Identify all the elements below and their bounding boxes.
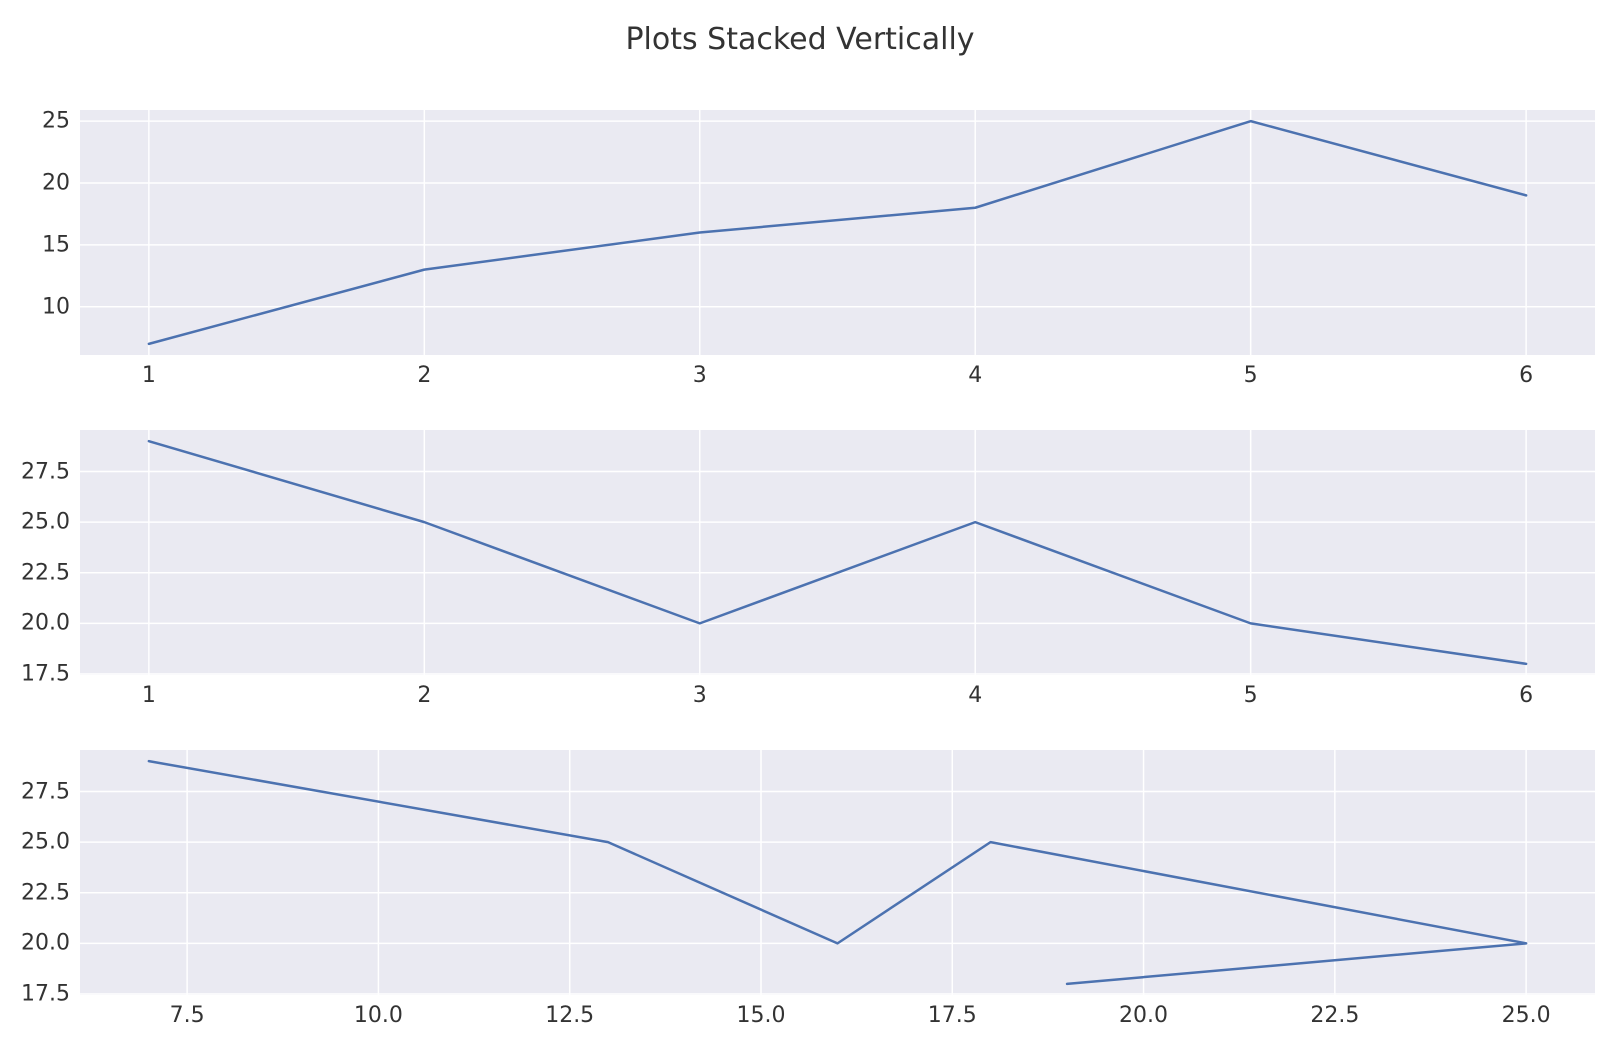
plot-svg (80, 430, 1595, 675)
xtick-label: 6 (1519, 363, 1533, 388)
xtick-label: 17.5 (928, 1003, 977, 1028)
ytick-label: 20.0 (21, 611, 70, 636)
ytick-label: 10 (42, 294, 70, 319)
xtick-label: 5 (1244, 683, 1258, 708)
xtick-label: 3 (693, 363, 707, 388)
xtick-label: 2 (417, 683, 431, 708)
data-line (149, 441, 1526, 664)
data-line (149, 761, 1526, 984)
ytick-label: 25.0 (21, 510, 70, 535)
xtick-label: 6 (1519, 683, 1533, 708)
xtick-label: 3 (693, 683, 707, 708)
ytick-label: 27.5 (21, 779, 70, 804)
ytick-label: 15 (42, 232, 70, 257)
subplot-2: 17.520.022.525.027.5123456 (80, 430, 1595, 675)
xtick-label: 4 (968, 683, 982, 708)
figure: Plots Stacked Vertically 101520251234561… (0, 0, 1600, 1052)
xtick-label: 1 (142, 683, 156, 708)
xtick-label: 10.0 (354, 1003, 403, 1028)
xtick-label: 4 (968, 363, 982, 388)
xtick-label: 20.0 (1119, 1003, 1168, 1028)
ytick-label: 25 (42, 109, 70, 134)
xtick-label: 7.5 (170, 1003, 205, 1028)
data-line (149, 121, 1526, 344)
ytick-label: 27.5 (21, 459, 70, 484)
subplot-3: 17.520.022.525.027.57.510.012.515.017.52… (80, 750, 1595, 995)
xtick-label: 22.5 (1310, 1003, 1359, 1028)
ytick-label: 22.5 (21, 880, 70, 905)
ytick-label: 25.0 (21, 830, 70, 855)
xtick-label: 1 (142, 363, 156, 388)
ytick-label: 22.5 (21, 560, 70, 585)
xtick-label: 12.5 (545, 1003, 594, 1028)
xtick-label: 5 (1244, 363, 1258, 388)
xtick-label: 2 (417, 363, 431, 388)
ytick-label: 17.5 (21, 981, 70, 1006)
subplot-1: 10152025123456 (80, 110, 1595, 355)
ytick-label: 20 (42, 171, 70, 196)
plot-svg (80, 750, 1595, 995)
ytick-label: 17.5 (21, 661, 70, 686)
ytick-label: 20.0 (21, 931, 70, 956)
xtick-label: 25.0 (1502, 1003, 1551, 1028)
figure-suptitle: Plots Stacked Vertically (0, 22, 1600, 57)
plot-svg (80, 110, 1595, 355)
xtick-label: 15.0 (736, 1003, 785, 1028)
